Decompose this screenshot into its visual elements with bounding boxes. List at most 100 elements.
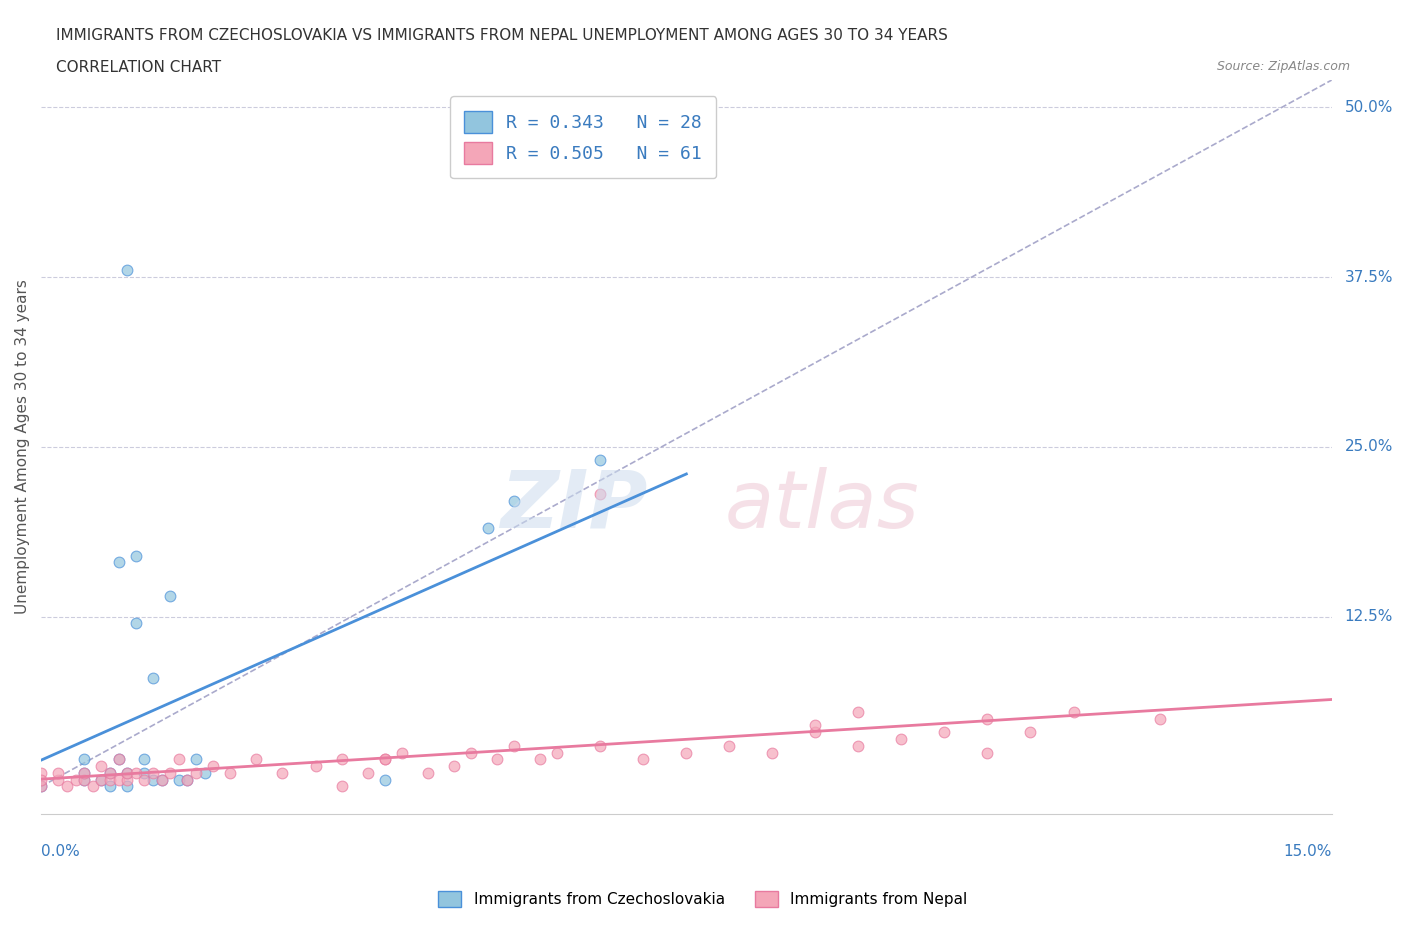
Point (245, 751, 267, 766)
Point (546, 745, 568, 760)
Point (374, 772, 396, 787)
Point (976, 745, 998, 760)
Point (271, 765, 294, 780)
Point (503, 738, 526, 753)
Text: 25.0%: 25.0% (1344, 439, 1393, 455)
Point (73, 772, 96, 787)
Point (330, 751, 353, 766)
Point (159, 765, 181, 780)
Text: 0.0%: 0.0% (41, 844, 80, 859)
Text: ZIP: ZIP (501, 467, 648, 545)
Point (374, 751, 396, 766)
Point (30, 772, 52, 787)
Point (219, 765, 242, 780)
Point (184, 765, 207, 780)
Text: 37.5%: 37.5% (1344, 270, 1393, 285)
Point (115, 765, 138, 780)
Point (90, 772, 112, 787)
Point (503, 494, 526, 509)
Point (98, 765, 121, 780)
Point (142, 671, 165, 685)
Legend: R = 0.343   N = 28, R = 0.505   N = 61: R = 0.343 N = 28, R = 0.505 N = 61 (450, 97, 716, 179)
Point (107, 751, 129, 766)
Point (125, 616, 148, 631)
Point (443, 759, 465, 774)
Point (30, 765, 52, 780)
Point (418, 765, 440, 780)
Point (115, 772, 138, 787)
Point (194, 765, 217, 780)
Text: 12.5%: 12.5% (1344, 609, 1393, 624)
Point (159, 589, 181, 604)
Point (73, 765, 96, 780)
Point (134, 751, 156, 766)
Point (477, 521, 499, 536)
Point (675, 745, 697, 760)
Text: IMMIGRANTS FROM CZECHOSLOVAKIA VS IMMIGRANTS FROM NEPAL UNEMPLOYMENT AMONG AGES : IMMIGRANTS FROM CZECHOSLOVAKIA VS IMMIGR… (56, 28, 948, 43)
Point (30, 779, 52, 794)
Point (804, 724, 827, 739)
Point (589, 453, 612, 468)
Point (391, 745, 413, 760)
Point (330, 779, 353, 794)
Point (1063, 704, 1085, 719)
Point (142, 772, 165, 787)
Point (65, 772, 87, 787)
Point (142, 765, 165, 780)
Point (486, 751, 509, 766)
Point (357, 765, 380, 780)
Point (125, 765, 148, 780)
Text: Source: ZipAtlas.com: Source: ZipAtlas.com (1216, 60, 1350, 73)
Point (90, 759, 112, 774)
Point (134, 772, 156, 787)
Point (718, 738, 741, 753)
Point (98, 765, 121, 780)
Point (305, 759, 328, 774)
Point (46, 765, 69, 780)
Text: atlas: atlas (725, 467, 920, 545)
Point (150, 772, 173, 787)
Point (98, 772, 121, 787)
Point (134, 765, 156, 780)
Point (589, 487, 612, 502)
Point (167, 772, 190, 787)
Point (150, 772, 173, 787)
Point (976, 711, 998, 726)
Text: 50.0%: 50.0% (1344, 100, 1393, 114)
Point (1149, 711, 1171, 726)
Point (589, 738, 612, 753)
Point (761, 745, 783, 760)
Text: 15.0%: 15.0% (1284, 844, 1331, 859)
Point (202, 759, 225, 774)
Point (125, 548, 148, 563)
Point (184, 751, 207, 766)
Point (115, 765, 138, 780)
Point (633, 751, 655, 766)
Text: CORRELATION CHART: CORRELATION CHART (56, 60, 221, 75)
Point (115, 779, 138, 794)
Point (107, 772, 129, 787)
Point (82, 779, 104, 794)
Legend: Immigrants from Czechoslovakia, Immigrants from Nepal: Immigrants from Czechoslovakia, Immigran… (432, 884, 974, 913)
Point (98, 779, 121, 794)
Point (934, 724, 956, 739)
Point (1019, 724, 1042, 739)
Point (107, 555, 129, 570)
Point (890, 732, 912, 747)
Point (176, 772, 198, 787)
Point (460, 745, 482, 760)
Point (90, 772, 112, 787)
Point (115, 263, 138, 278)
Point (529, 751, 551, 766)
Point (848, 704, 870, 719)
Point (107, 751, 129, 766)
Point (176, 772, 198, 787)
Y-axis label: Unemployment Among Ages 30 to 34 years: Unemployment Among Ages 30 to 34 years (15, 279, 30, 615)
Point (374, 751, 396, 766)
Point (848, 738, 870, 753)
Point (30, 779, 52, 794)
Point (73, 765, 96, 780)
Point (167, 751, 190, 766)
Point (46, 772, 69, 787)
Point (804, 718, 827, 733)
